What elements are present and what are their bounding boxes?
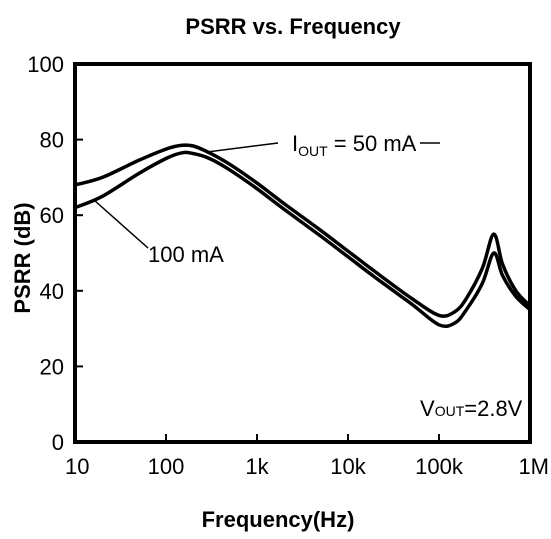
y-axis-label: PSRR (dB) [10, 202, 35, 313]
series-lines [74, 143, 532, 329]
x-tick-label: 100 [148, 454, 185, 479]
x-tick-label: 1k [245, 454, 269, 479]
label-100ma: 100 mA [148, 242, 224, 267]
iout-label: IOUT = 50 mA [292, 131, 417, 159]
x-axis-label: Frequency(Hz) [202, 507, 355, 532]
iout-label-suffix: = 50 mA [328, 131, 417, 156]
iout-label-prefix: I [292, 131, 298, 156]
x-tick-label: 10 [65, 454, 89, 479]
y-tick-label: 100 [27, 52, 64, 77]
chart-title: PSRR vs. Frequency [185, 14, 401, 39]
y-tick-label: 20 [40, 354, 64, 379]
y-tick-label: 0 [52, 430, 64, 455]
series-line-50ma [74, 143, 532, 318]
x-tick-label: 10k [330, 454, 366, 479]
plot-frame [73, 62, 532, 444]
y-tick-label: 40 [40, 279, 64, 304]
vout-label: VOUT=2.8V [420, 396, 523, 421]
iout-label-subscript: OUT [298, 143, 328, 159]
x-tick-label: 1M [518, 454, 549, 479]
y-tick-label: 60 [40, 203, 64, 228]
vout-label-subscript: OUT [435, 403, 465, 419]
x-tick-label: 100k [415, 454, 464, 479]
vout-label-prefix: V [420, 396, 435, 421]
series-line-100ma [74, 150, 532, 329]
x-axis-ticks: 10 100 1k 10k 100k 1M [65, 434, 549, 479]
label-100ma-leader-line [93, 199, 149, 249]
y-axis-ticks: 0 20 40 60 80 100 [27, 52, 83, 455]
vout-label-suffix: =2.8V [464, 396, 522, 421]
iout-leader-line [206, 142, 279, 153]
y-tick-label: 80 [40, 128, 64, 153]
